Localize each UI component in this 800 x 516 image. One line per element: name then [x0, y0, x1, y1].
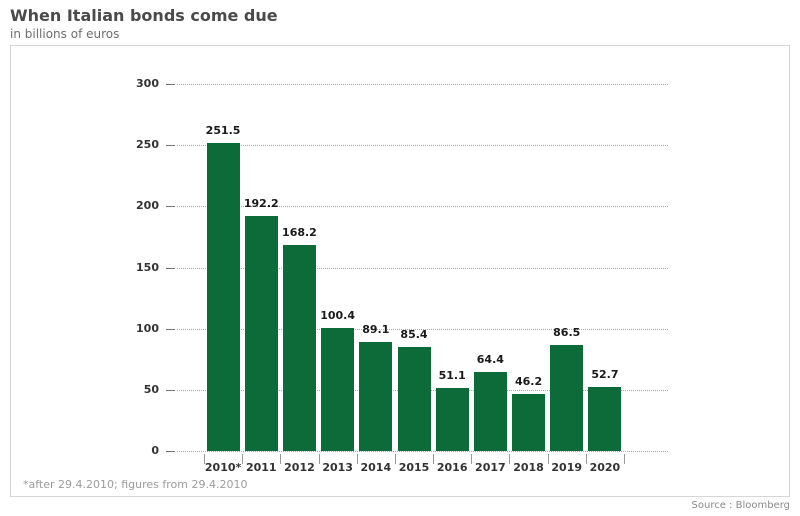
chart-subtitle: in billions of euros [10, 27, 120, 41]
bar-2013 [321, 328, 355, 451]
chart-frame: 0 50 100 150 200 250 300 251.5 2010* 192.2 2011 168… [10, 45, 790, 497]
xtick-label-2018: 2018 [513, 461, 544, 474]
bar-2015 [397, 346, 431, 451]
bar-2012 [282, 245, 316, 451]
bar-2016 [435, 388, 469, 451]
ytick-label-100: 100 [136, 321, 159, 335]
bar-value-2013: 100.4 [320, 309, 356, 323]
source-label: Source : Bloomberg [691, 500, 790, 511]
gridline-150 [177, 267, 668, 269]
plot-area: 0 50 100 150 200 250 300 251.5 2010* 192.2 2011 168… [11, 46, 789, 496]
ytick-dash-50 [166, 389, 175, 391]
bar-2017 [473, 372, 507, 451]
xtick-11 [624, 454, 625, 464]
xtick-label-2019: 2019 [551, 461, 583, 474]
bar-value-2018: 46.2 [514, 375, 543, 389]
ytick-label-200: 200 [136, 199, 159, 213]
ytick-label-250: 250 [136, 138, 159, 152]
ytick-label-50: 50 [143, 382, 159, 396]
ytick-dash-300 [166, 84, 175, 85]
xtick-2 [280, 454, 282, 464]
gridline-200 [177, 206, 668, 208]
xtick-label-2017: 2017 [475, 461, 506, 474]
bar-2020 [588, 386, 622, 451]
xtick-label-2013: 2013 [322, 461, 353, 474]
bar-value-2012: 168.2 [282, 226, 317, 240]
chart-title: When Italian bonds come due [10, 6, 278, 25]
ytick-label-300: 300 [136, 77, 159, 90]
xtick-4 [356, 454, 358, 464]
xtick-5 [394, 454, 396, 464]
ytick-dash-0 [166, 451, 175, 452]
xtick-label-2010*: 2010* [204, 461, 242, 474]
xtick-label-2015: 2015 [398, 461, 430, 474]
ytick-dash-150 [166, 267, 175, 269]
bar-2011 [244, 215, 278, 451]
bar-2018 [512, 394, 546, 451]
bar-2019 [550, 345, 584, 451]
bar-value-2017: 64.4 [476, 353, 504, 367]
bar-2010* [206, 143, 240, 451]
ytick-label-0: 0 [151, 444, 159, 457]
xtick-9 [547, 454, 549, 464]
ytick-label-150: 150 [136, 260, 159, 274]
ytick-dash-200 [166, 206, 175, 208]
bar-value-2020: 52.7 [591, 367, 619, 381]
xtick-label-2016: 2016 [436, 461, 468, 474]
xtick-label-2020: 2020 [589, 461, 621, 474]
gridline-300 [177, 84, 668, 85]
bar-value-2015: 85.4 [400, 327, 428, 341]
bar-2014 [359, 342, 393, 451]
gridline-0 [177, 451, 668, 452]
chart-footnote: *after 29.4.2010; figures from 29.4.2010 [23, 478, 248, 491]
bar-value-2016: 51.1 [438, 369, 466, 383]
xtick-1 [242, 454, 244, 464]
xtick-8 [509, 454, 511, 464]
xtick-label-2011: 2011 [245, 461, 277, 474]
xtick-7 [471, 454, 473, 464]
ytick-dash-250 [166, 145, 175, 147]
bar-value-2010*: 251.5 [205, 124, 241, 138]
bar-value-2011: 192.2 [243, 196, 279, 210]
xtick-10 [585, 454, 587, 464]
bar-value-2014: 89.1 [362, 323, 390, 336]
gridline-250 [177, 145, 668, 147]
bar-value-2019: 86.5 [553, 326, 581, 340]
xtick-0 [204, 454, 205, 464]
gridline-100 [177, 328, 668, 330]
xtick-3 [318, 454, 320, 464]
xtick-label-2012: 2012 [284, 461, 315, 474]
xtick-6 [433, 454, 435, 464]
xtick-label-2014: 2014 [360, 461, 392, 474]
ytick-dash-100 [166, 328, 175, 330]
